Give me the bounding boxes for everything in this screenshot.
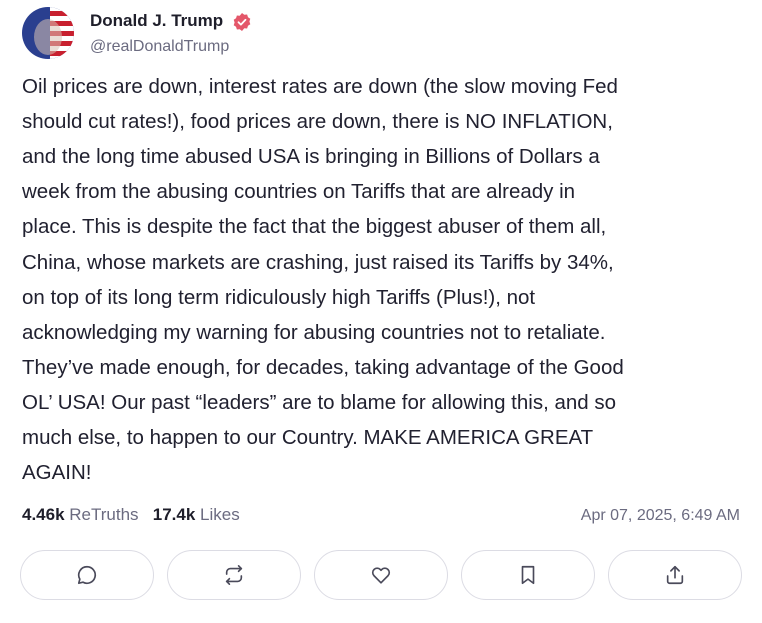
retruths-count[interactable]: 4.46k (22, 505, 65, 524)
retruths-label[interactable]: ReTruths (69, 505, 139, 524)
timestamp[interactable]: Apr 07, 2025, 6:49 AM (580, 507, 740, 524)
avatar[interactable] (22, 7, 74, 59)
post-text-line: acknowledging my warning for abusing cou… (22, 320, 606, 344)
bookmark-button[interactable] (461, 550, 595, 600)
share-icon (666, 565, 684, 585)
like-icon (371, 567, 391, 584)
post-text-line: China, whose markets are crashing, just … (22, 250, 614, 274)
post-text-line: much else, to happen to our Country. MAK… (22, 426, 594, 449)
verified-badge (233, 13, 251, 31)
likes-count[interactable]: 17.4k (152, 505, 196, 524)
post-text-line: AGAIN! (22, 461, 92, 485)
post-text-line: should cut rates!), food prices are down… (22, 110, 613, 134)
author-name[interactable]: Donald J. Trump (90, 11, 224, 30)
likes-label[interactable]: Likes (200, 505, 240, 524)
reply-button[interactable] (20, 550, 154, 600)
like-button[interactable] (314, 550, 448, 600)
post-text-line: Oil prices are down, interest rates are … (22, 75, 618, 98)
retruth-button[interactable] (167, 550, 301, 600)
post-text-line: They’ve made enough, for decades, taking… (22, 355, 624, 379)
reply-icon (77, 565, 97, 585)
post-stats: 4.46k ReTruths 17.4k Likes (22, 505, 240, 525)
post-text-line: on top of its long term ridiculously hig… (22, 285, 536, 309)
post-text-line: and the long time abused USA is bringing… (22, 145, 600, 169)
author-handle[interactable]: @realDonaldTrump (90, 38, 230, 55)
retruth-icon (225, 565, 243, 585)
post-text-line: OL’ USA! Our past “leaders” are to blame… (22, 390, 617, 414)
share-button[interactable] (608, 550, 742, 600)
bookmark-icon (521, 565, 535, 585)
post-text-line: place. This is despite the fact that the… (22, 215, 607, 239)
post-text-line: week from the abusing countries on Tarif… (22, 180, 576, 204)
